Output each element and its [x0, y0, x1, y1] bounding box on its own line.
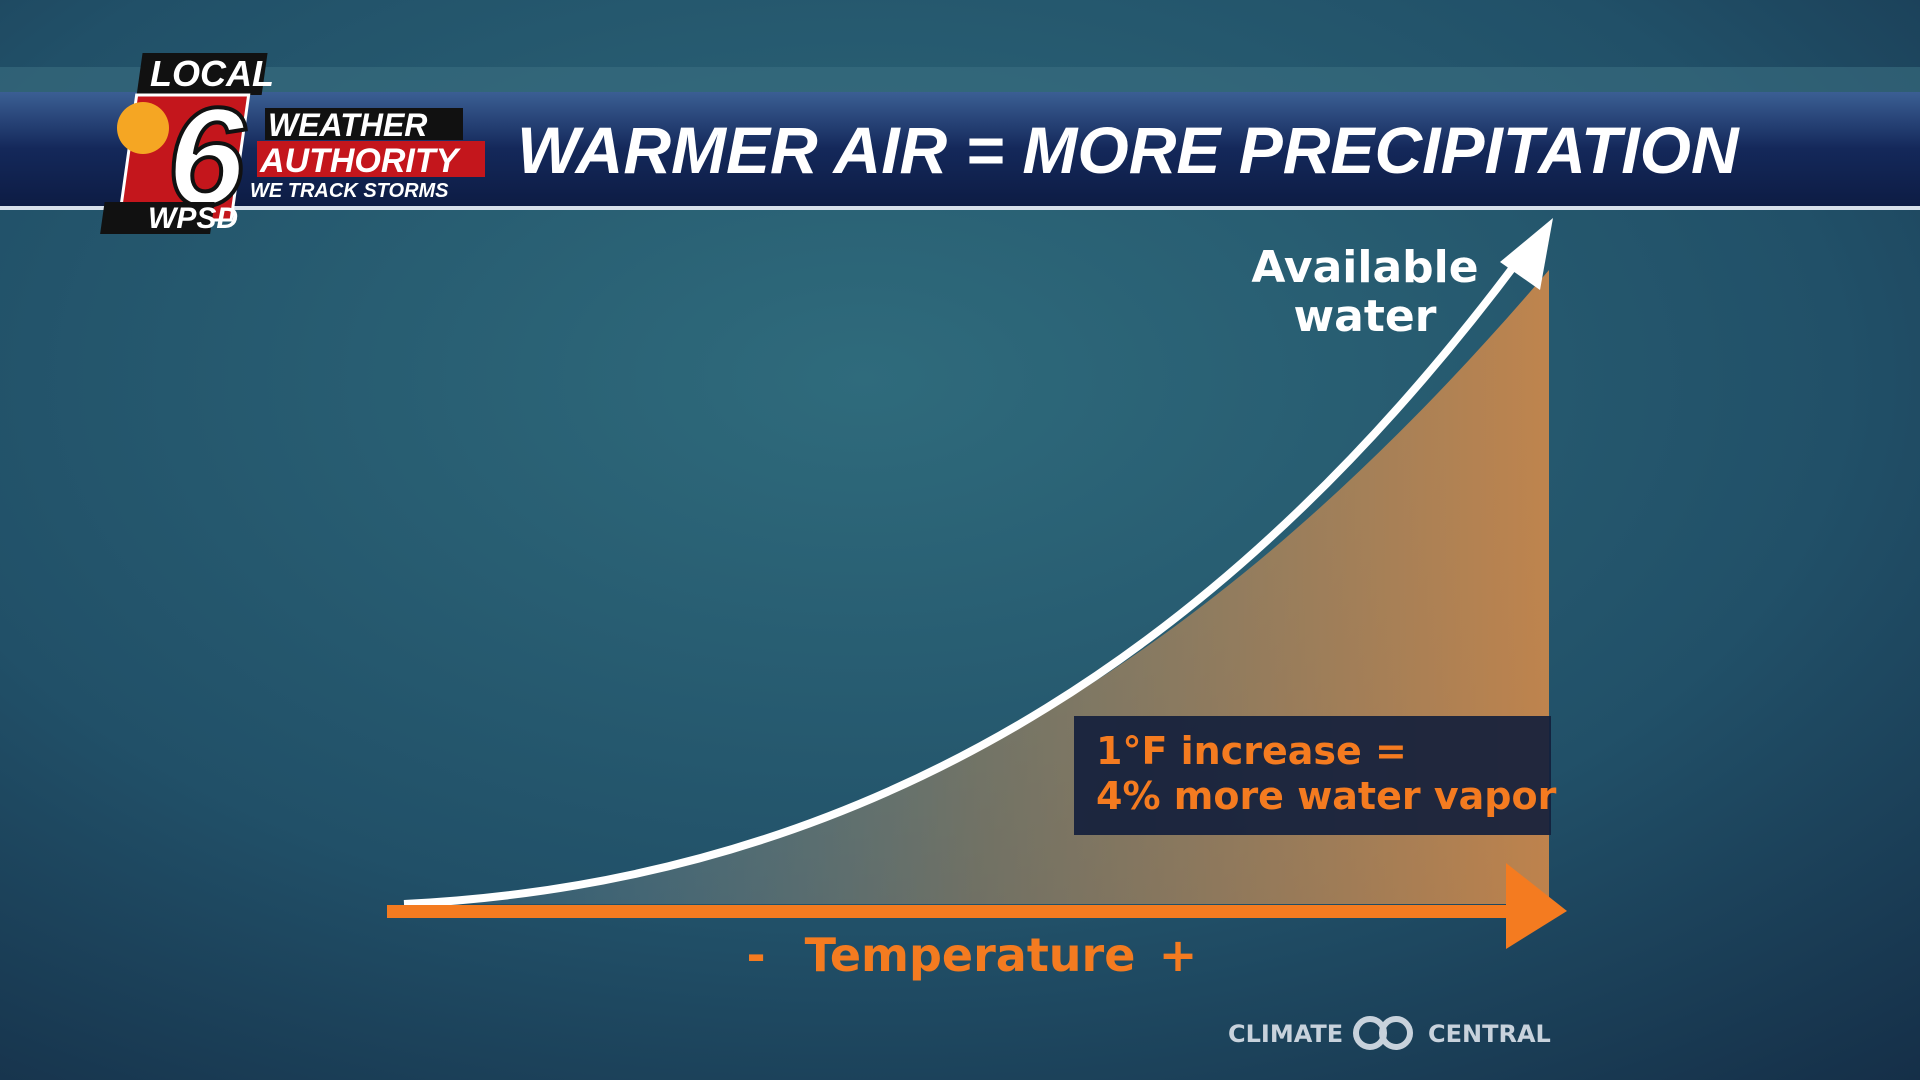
- callout-text: 4% more water vapor: [1096, 774, 1557, 818]
- curve: [403, 255, 1524, 908]
- callout-box: [1074, 716, 1551, 835]
- banner-rule: [0, 206, 1920, 210]
- credit-right: CENTRAL: [1428, 1020, 1551, 1048]
- peacock: [117, 102, 169, 154]
- y-label: water: [1294, 291, 1437, 342]
- curve-arrowhead: [1500, 218, 1553, 290]
- title: WARMER AIR = MORE PRECIPITATION: [517, 113, 1740, 187]
- credit-left: CLIMATE: [1228, 1020, 1343, 1048]
- logo: LOCAL 6 WPSD WEATHER AUTHORITY WE TRACK …: [100, 53, 485, 237]
- logo-line1: WEATHER: [268, 107, 427, 143]
- logo-line1-box: [265, 108, 463, 140]
- banner-top: [0, 67, 1920, 92]
- logo-station: WPSD: [148, 202, 238, 235]
- logo-line2: AUTHORITY: [259, 142, 462, 180]
- x-label: Temperature: [805, 928, 1136, 982]
- x-minus: -: [746, 928, 765, 982]
- callout-text: 1°F increase =: [1096, 729, 1407, 773]
- logo-station-box: [100, 202, 215, 234]
- x-axis: [387, 905, 1517, 918]
- logo-top: LOCAL: [150, 53, 274, 94]
- logo-line2-box: [257, 141, 485, 177]
- credit: CLIMATE CENTRAL: [1228, 1016, 1551, 1050]
- x-plus: +: [1159, 928, 1198, 982]
- x-arrowhead: [1506, 863, 1567, 949]
- credit-logo: [1379, 1016, 1413, 1050]
- y-label: Available: [1251, 242, 1478, 293]
- logo-tagline: WE TRACK STORMS: [250, 180, 449, 202]
- logo-top-box: [136, 53, 268, 95]
